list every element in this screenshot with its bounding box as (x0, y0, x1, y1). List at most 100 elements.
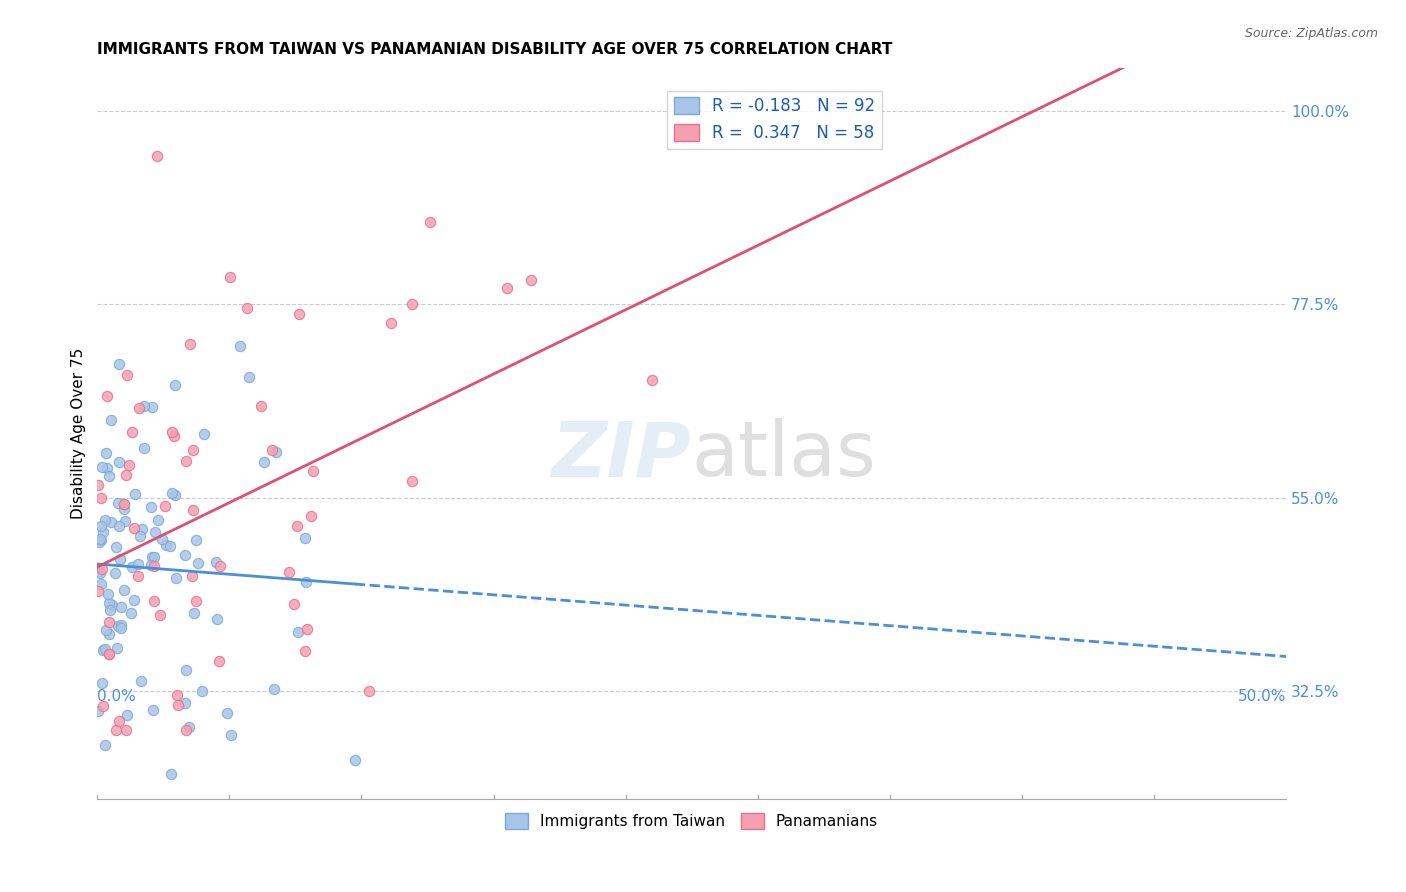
Point (110, 599, 132, 614)
Point (155, 538, 177, 552)
Point (107, 619, 129, 633)
Point (90, 577, 112, 591)
Point (122, 521, 145, 535)
Point (302, 464, 325, 478)
Text: 50.0%: 50.0% (1237, 690, 1286, 704)
Point (149, 607, 172, 622)
Point (112, 497, 135, 511)
Point (229, 339, 252, 353)
Point (90, 676, 112, 690)
Point (520, 273, 543, 287)
Point (94, 642, 117, 657)
Point (238, 369, 260, 384)
Point (127, 558, 149, 572)
Point (100, 599, 122, 613)
Point (187, 556, 209, 570)
Point (287, 307, 309, 321)
Point (114, 723, 136, 737)
Point (96, 389, 118, 403)
Point (114, 514, 136, 528)
Point (141, 401, 163, 415)
Point (294, 644, 316, 658)
Point (496, 280, 519, 294)
Point (139, 558, 162, 573)
Point (96, 461, 118, 475)
Point (641, 373, 664, 387)
Point (219, 270, 242, 285)
Point (121, 560, 143, 574)
Point (98, 603, 121, 617)
Point (174, 696, 197, 710)
Point (181, 568, 204, 582)
Point (181, 502, 204, 516)
Point (145, 525, 167, 540)
Point (191, 684, 214, 698)
Point (193, 426, 215, 441)
Point (263, 681, 285, 696)
Point (91, 561, 114, 575)
Point (91, 643, 114, 657)
Point (87, 564, 110, 578)
Point (236, 301, 259, 316)
Point (90, 533, 112, 548)
Point (90, 491, 112, 505)
Point (285, 518, 308, 533)
Point (359, 683, 381, 698)
Point (205, 611, 228, 625)
Point (209, 558, 232, 573)
Point (174, 723, 197, 737)
Point (122, 593, 145, 607)
Point (174, 663, 197, 677)
Point (110, 621, 132, 635)
Point (294, 531, 316, 545)
Point (89, 535, 111, 549)
Point (142, 558, 165, 573)
Text: ZIP: ZIP (553, 418, 692, 492)
Text: 0.0%: 0.0% (97, 690, 136, 704)
Point (98, 596, 121, 610)
Point (110, 618, 132, 632)
Point (93, 513, 115, 527)
Point (90, 518, 112, 533)
Point (97, 587, 120, 601)
Point (177, 720, 200, 734)
Point (112, 497, 135, 511)
Point (142, 594, 165, 608)
Point (98, 627, 121, 641)
Point (105, 640, 128, 655)
Point (278, 565, 301, 579)
Point (108, 455, 131, 469)
Point (127, 569, 149, 583)
Point (96, 624, 118, 638)
Text: Source: ZipAtlas.com: Source: ZipAtlas.com (1244, 27, 1378, 40)
Y-axis label: Disability Age Over 75: Disability Age Over 75 (72, 348, 86, 519)
Point (131, 523, 153, 537)
Point (219, 728, 242, 742)
Point (141, 500, 163, 514)
Point (380, 316, 402, 330)
Point (179, 337, 201, 351)
Point (108, 357, 131, 371)
Point (287, 624, 309, 639)
Point (132, 399, 155, 413)
Point (96, 809, 118, 823)
Point (146, 148, 169, 162)
Point (142, 549, 165, 564)
Point (142, 703, 165, 717)
Point (108, 518, 131, 533)
Point (401, 474, 423, 488)
Point (108, 714, 131, 729)
Point (184, 533, 207, 547)
Point (208, 654, 231, 668)
Point (183, 442, 205, 457)
Point (165, 377, 187, 392)
Point (283, 598, 305, 612)
Point (98, 647, 121, 661)
Point (174, 454, 197, 468)
Point (87, 477, 110, 491)
Point (115, 708, 138, 723)
Point (118, 458, 141, 472)
Point (128, 401, 150, 416)
Point (150, 532, 173, 546)
Point (165, 571, 187, 585)
